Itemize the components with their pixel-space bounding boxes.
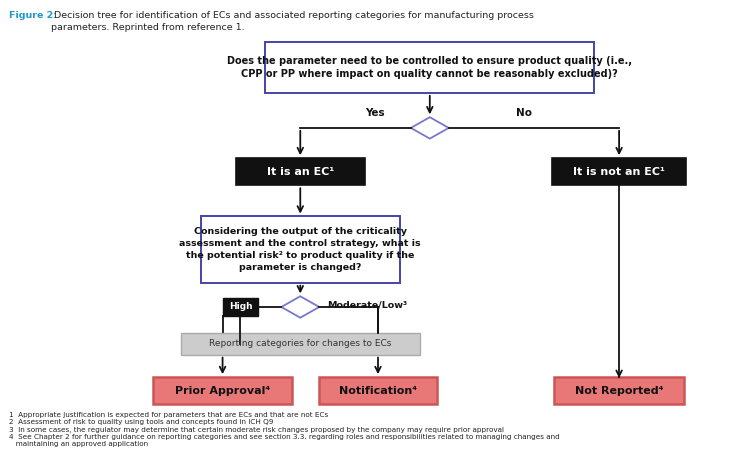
FancyBboxPatch shape <box>153 377 292 404</box>
FancyBboxPatch shape <box>266 42 594 93</box>
Text: Reporting categories for changes to ECs: Reporting categories for changes to ECs <box>209 339 392 348</box>
Text: Decision tree for identification of ECs and associated reporting categories for : Decision tree for identification of ECs … <box>51 11 534 32</box>
Text: 1  Appropriate justification is expected for parameters that are ECs and that ar: 1 Appropriate justification is expected … <box>9 412 328 418</box>
Text: 2  Assessment of risk to quality using tools and concepts found in ICH Q9: 2 Assessment of risk to quality using to… <box>9 419 274 425</box>
Text: Not Reported⁴: Not Reported⁴ <box>574 386 663 396</box>
Polygon shape <box>281 296 320 318</box>
Text: High: High <box>229 302 252 311</box>
Text: Figure 2:: Figure 2: <box>9 11 57 20</box>
Polygon shape <box>411 117 448 139</box>
Text: No: No <box>517 108 532 118</box>
Text: 4  See Chapter 2 for further guidance on reporting categories and see section 3.: 4 See Chapter 2 for further guidance on … <box>9 434 560 447</box>
Text: Considering the output of the criticality
assessment and the control strategy, w: Considering the output of the criticalit… <box>179 227 421 272</box>
Text: It is an EC¹: It is an EC¹ <box>267 166 334 177</box>
FancyBboxPatch shape <box>181 333 420 355</box>
FancyBboxPatch shape <box>201 216 400 283</box>
FancyBboxPatch shape <box>236 158 365 185</box>
Text: Does the parameter need to be controlled to ensure product quality (i.e.,
CPP or: Does the parameter need to be controlled… <box>227 56 632 79</box>
Text: Yes: Yes <box>365 108 385 118</box>
FancyBboxPatch shape <box>554 377 684 404</box>
FancyBboxPatch shape <box>320 377 436 404</box>
Text: Notification⁴: Notification⁴ <box>339 386 417 396</box>
Text: 3  In some cases, the regulator may determine that certain moderate risk changes: 3 In some cases, the regulator may deter… <box>9 427 504 433</box>
Text: Prior Approval⁴: Prior Approval⁴ <box>175 386 270 396</box>
FancyBboxPatch shape <box>552 158 686 185</box>
Text: Moderate/Low³: Moderate/Low³ <box>327 301 407 310</box>
FancyBboxPatch shape <box>223 298 259 316</box>
Text: It is not an EC¹: It is not an EC¹ <box>573 166 665 177</box>
